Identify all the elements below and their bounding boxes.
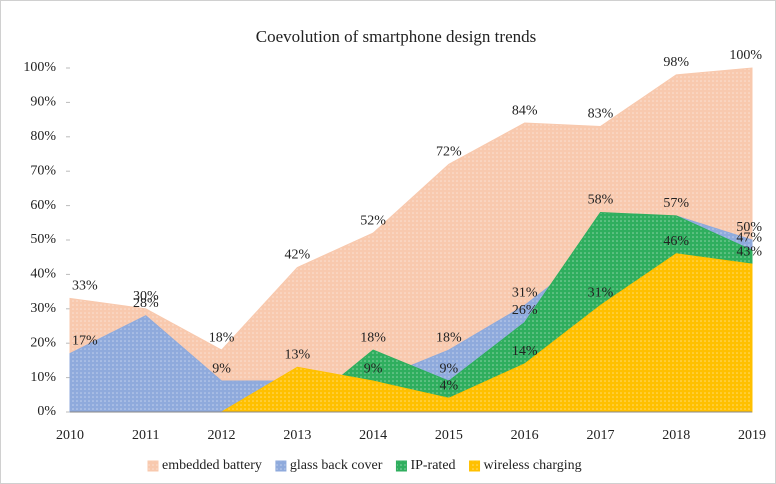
data-label: 98% (663, 55, 689, 70)
y-tick-label: 30% (30, 301, 56, 316)
legend-label: embedded battery (162, 458, 262, 473)
y-tick-label: 80% (30, 129, 56, 144)
x-tick-label: 2014 (359, 428, 387, 443)
y-tick-label: 70% (30, 163, 56, 178)
data-label: 30% (133, 289, 159, 304)
data-label: 84% (512, 103, 538, 118)
data-label: 72% (436, 145, 462, 160)
x-tick-label: 2012 (208, 428, 236, 443)
x-tick-label: 2013 (283, 428, 311, 443)
x-tick-label: 2011 (132, 428, 159, 443)
data-label: 31% (588, 286, 614, 301)
data-label: 9% (212, 361, 231, 376)
y-tick-label: 0% (37, 404, 56, 419)
data-label: 100% (729, 48, 762, 63)
x-tick-label: 2018 (662, 428, 690, 443)
legend-swatch (469, 460, 481, 472)
area (219, 253, 753, 413)
x-tick-label: 2015 (435, 428, 463, 443)
y-tick-label: 60% (30, 198, 56, 213)
data-label: 57% (663, 196, 689, 211)
x-tick-label: 2010 (56, 428, 84, 443)
data-label: 42% (284, 248, 310, 263)
y-tick-label: 10% (30, 370, 56, 385)
x-tick-label: 2019 (738, 428, 766, 443)
chart-title: Coevolution of smartphone design trends (256, 27, 536, 46)
legend-label: IP-rated (410, 458, 455, 473)
data-label: 17% (72, 334, 98, 349)
y-tick-label: 20% (30, 335, 56, 350)
data-label: 9% (364, 361, 383, 376)
legend-label: glass back cover (290, 458, 383, 473)
data-label: 18% (209, 330, 235, 345)
data-label: 83% (588, 107, 614, 122)
data-label: 18% (360, 330, 386, 345)
data-label: 26% (512, 303, 538, 318)
data-label: 52% (360, 213, 386, 228)
y-tick-label: 50% (30, 232, 56, 247)
data-label: 18% (436, 330, 462, 345)
data-label: 43% (736, 244, 762, 259)
x-tick-label: 2017 (586, 428, 614, 443)
data-label: 13% (284, 347, 310, 362)
y-tick-label: 100% (23, 60, 56, 75)
data-label: 47% (736, 231, 762, 246)
data-label: 28% (133, 296, 159, 311)
legend-label: wireless charging (484, 458, 582, 473)
data-label: 46% (663, 234, 689, 249)
y-tick-label: 40% (30, 267, 56, 282)
data-label: 14% (512, 344, 538, 359)
data-label: 9% (440, 361, 459, 376)
x-tick-label: 2016 (511, 428, 539, 443)
data-label: 31% (512, 286, 538, 301)
legend-swatch (147, 460, 159, 472)
legend-swatch (275, 460, 287, 472)
y-tick-label: 90% (30, 95, 56, 110)
data-label: 33% (72, 279, 98, 294)
data-label: 58% (588, 193, 614, 208)
data-label: 4% (440, 378, 459, 393)
data-label: 50% (736, 220, 762, 235)
legend-swatch (395, 460, 407, 472)
legend: embedded battery glass back cover IP-rated… (147, 458, 582, 473)
